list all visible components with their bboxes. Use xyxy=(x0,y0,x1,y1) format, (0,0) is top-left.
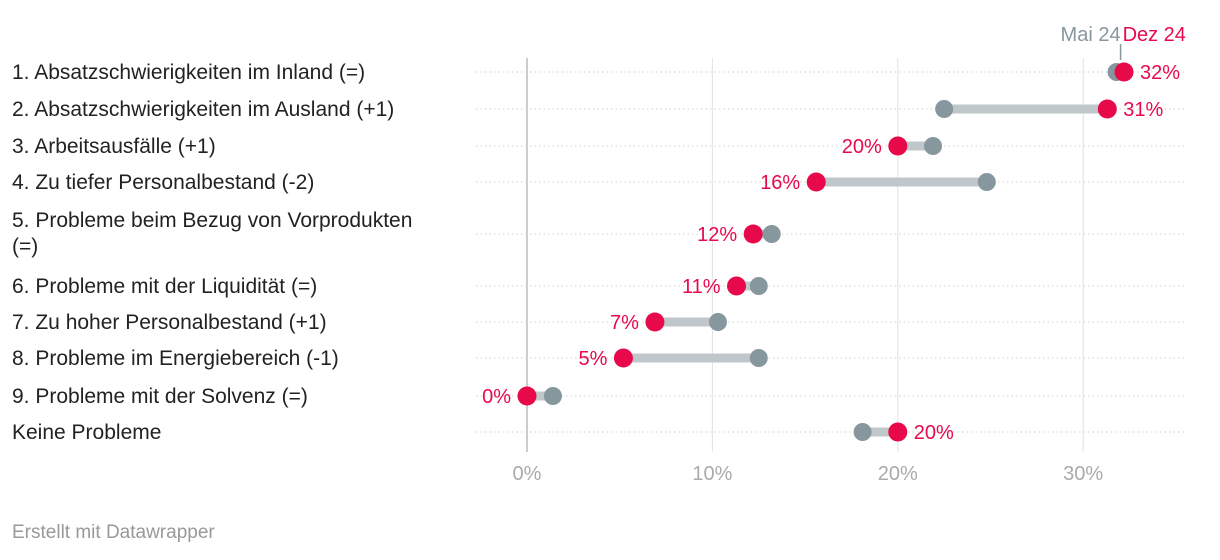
data-label: 31% xyxy=(1123,99,1163,121)
x-tick-label: 10% xyxy=(692,463,732,485)
category-label: 2. Absatzschwierigkeiten im Ausland (+1) xyxy=(12,98,394,121)
dot-mai-24 xyxy=(977,173,996,191)
dot-dez-24 xyxy=(517,386,537,406)
legend-dez-24: Dez 24 xyxy=(1123,24,1186,46)
x-tick-label: 0% xyxy=(513,463,542,485)
dot-mai-24 xyxy=(749,277,768,295)
category-label: 5. Probleme beim Bezug von Vorprodukten(… xyxy=(12,209,412,258)
dot-mai-24 xyxy=(543,387,562,405)
x-tick-label: 20% xyxy=(878,463,918,485)
category-label: 8. Probleme im Energiebereich (-1) xyxy=(12,347,339,370)
data-label: 20% xyxy=(842,136,882,158)
category-label: 6. Probleme mit der Liquidität (=) xyxy=(12,275,317,298)
dot-mai-24 xyxy=(924,137,943,155)
dot-dez-24 xyxy=(888,136,908,156)
category-label: 4. Zu tiefer Personalbestand (-2) xyxy=(12,171,314,194)
data-label: 12% xyxy=(697,224,737,246)
x-tick-label: 30% xyxy=(1063,463,1103,485)
dot-mai-24 xyxy=(853,423,872,441)
data-label: 11% xyxy=(682,276,721,298)
data-label: 16% xyxy=(760,172,800,194)
category-label: 1. Absatzschwierigkeiten im Inland (=) xyxy=(12,61,365,84)
dot-mai-24 xyxy=(935,100,954,118)
dot-mai-24 xyxy=(708,313,727,331)
dot-mai-24 xyxy=(749,349,768,367)
data-label: 0% xyxy=(482,386,511,408)
data-label: 32% xyxy=(1140,62,1180,84)
dot-dez-24 xyxy=(743,224,763,244)
dot-mai-24 xyxy=(762,225,781,243)
category-label: 3. Arbeitsausfälle (+1) xyxy=(12,135,216,158)
dot-dez-24 xyxy=(727,276,747,296)
data-label: 20% xyxy=(914,422,954,444)
category-label: 9. Probleme mit der Solvenz (=) xyxy=(12,385,308,408)
data-label: 5% xyxy=(579,348,608,370)
dot-dez-24 xyxy=(645,312,665,332)
legend-mai-24: Mai 24 xyxy=(1061,24,1121,46)
footer-credit: Erstellt mit Datawrapper xyxy=(12,522,215,543)
category-label: Keine Probleme xyxy=(12,421,161,444)
dot-dez-24 xyxy=(806,172,826,192)
data-label: 7% xyxy=(610,312,639,334)
dot-dez-24 xyxy=(888,422,908,442)
dot-dez-24 xyxy=(1097,99,1117,119)
dot-dez-24 xyxy=(1114,62,1134,82)
dot-dez-24 xyxy=(613,348,633,368)
category-label: 7. Zu hoher Personalbestand (+1) xyxy=(12,311,327,334)
